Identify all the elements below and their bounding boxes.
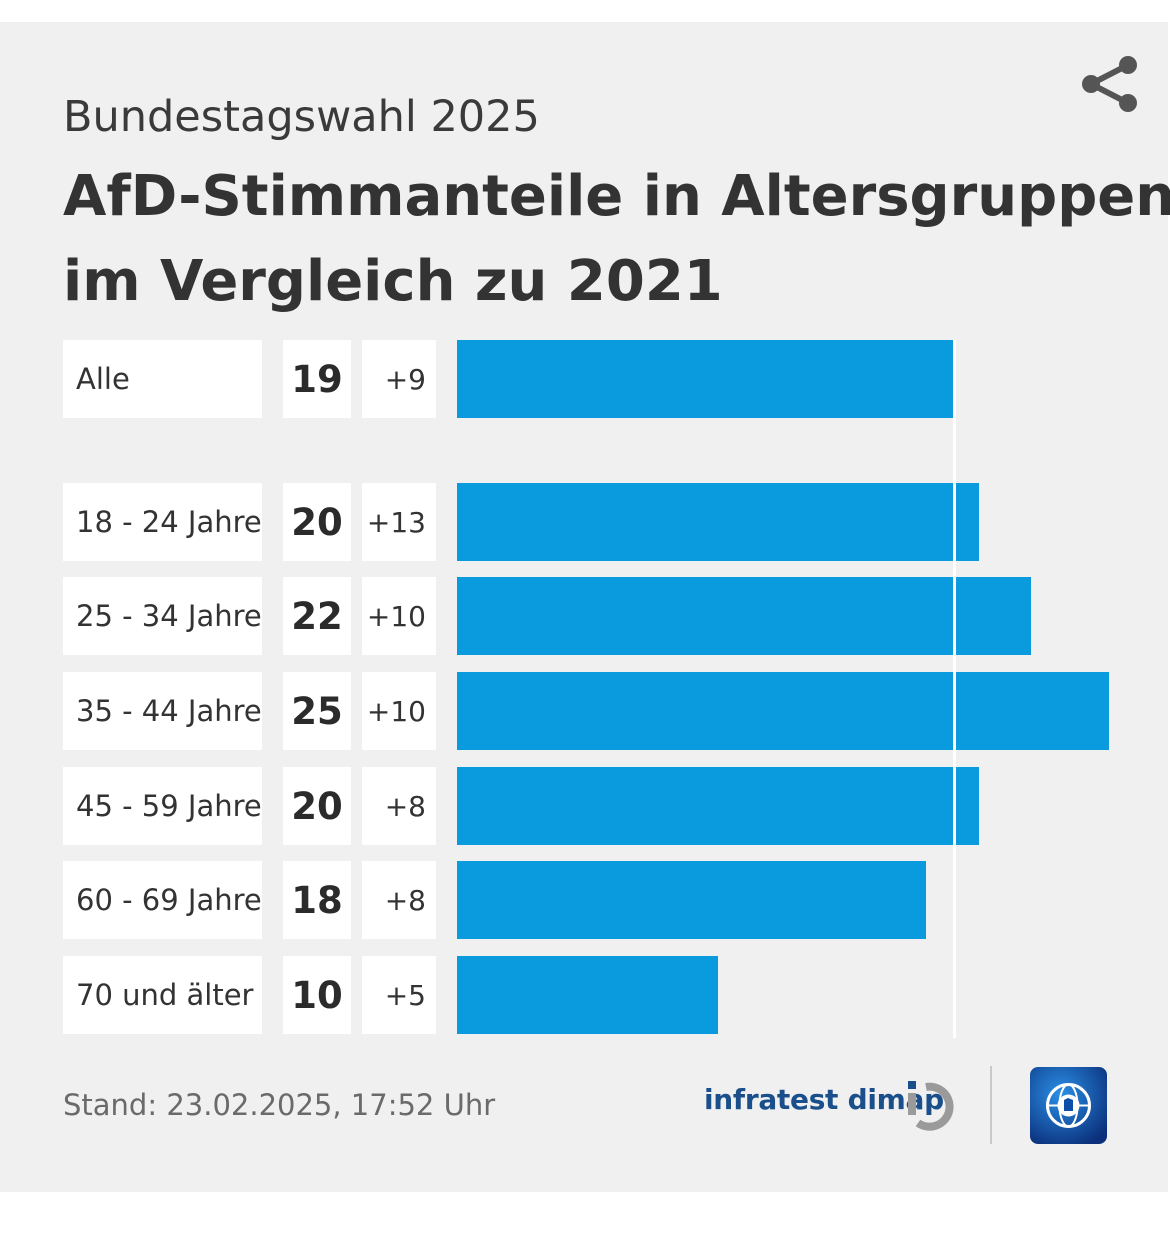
chart-row: Alle 19 +9 (0, 340, 1168, 418)
value-label: 20 (283, 483, 351, 561)
bar (457, 340, 953, 418)
change-label: +13 (362, 483, 436, 561)
infratest-dimap-logo (908, 1081, 954, 1131)
chart-title-line-2: im Vergleich zu 2021 (63, 249, 723, 314)
change-label: +5 (362, 956, 436, 1034)
bar (457, 672, 1109, 750)
category-label: 45 - 59 Jahre (63, 767, 262, 845)
source-name: infratest dimap (704, 1083, 944, 1116)
change-label: +10 (362, 672, 436, 750)
chart-row: 70 und älter 10 +5 (0, 956, 1168, 1034)
category-label: 18 - 24 Jahre (63, 483, 262, 561)
value-label: 18 (283, 861, 351, 939)
chart-title: AfD-Stimmanteile in Altersgruppen im Ver… (63, 154, 1170, 324)
change-label: +8 (362, 861, 436, 939)
reference-line (952, 340, 956, 1038)
bar (457, 767, 979, 845)
chart-row: 45 - 59 Jahre 20 +8 (0, 767, 1168, 845)
category-label: 60 - 69 Jahre (63, 861, 262, 939)
chart-row: 25 - 34 Jahre 22 +10 (0, 577, 1168, 655)
chart-row: 35 - 44 Jahre 25 +10 (0, 672, 1168, 750)
timestamp: Stand: 23.02.2025, 17:52 Uhr (63, 1088, 496, 1122)
change-label: +9 (362, 340, 436, 418)
category-label: 25 - 34 Jahre (63, 577, 262, 655)
category-label: 35 - 44 Jahre (63, 672, 262, 750)
value-label: 20 (283, 767, 351, 845)
footer-divider (990, 1066, 992, 1144)
bar (457, 956, 718, 1034)
chart-title-line-1: AfD-Stimmanteile in Altersgruppen (63, 164, 1170, 229)
value-label: 19 (283, 340, 351, 418)
bar (457, 861, 927, 939)
change-label: +8 (362, 767, 436, 845)
share-icon[interactable] (1076, 50, 1144, 118)
chart-row: 18 - 24 Jahre 20 +13 (0, 483, 1168, 561)
chart-supertitle: Bundestagswahl 2025 (63, 92, 540, 142)
category-label: Alle (63, 340, 262, 418)
value-label: 10 (283, 956, 351, 1034)
bar (457, 577, 1031, 655)
value-label: 22 (283, 577, 351, 655)
globe-logo (1030, 1067, 1107, 1144)
value-label: 25 (283, 672, 351, 750)
change-label: +10 (362, 577, 436, 655)
bar (457, 483, 979, 561)
category-label: 70 und älter (63, 956, 262, 1034)
chart-row: 60 - 69 Jahre 18 +8 (0, 861, 1168, 939)
